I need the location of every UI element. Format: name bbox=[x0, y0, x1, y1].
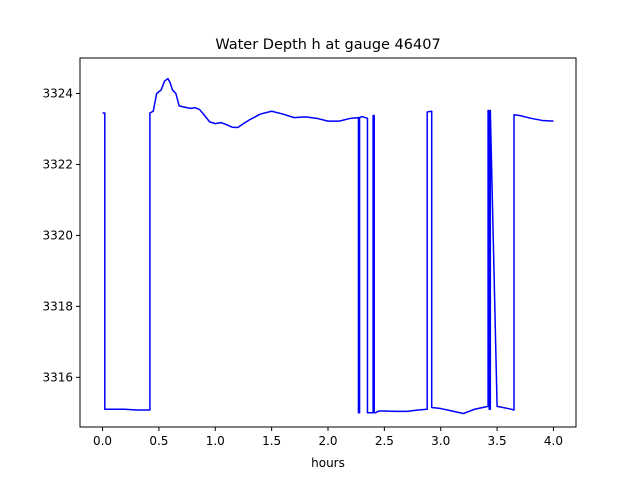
x-tick-label: 2.0 bbox=[318, 434, 337, 448]
x-tick-label: 0.0 bbox=[93, 434, 112, 448]
y-tick-label: 3324 bbox=[42, 86, 73, 100]
x-tick-label: 3.5 bbox=[488, 434, 507, 448]
x-tick-label: 1.0 bbox=[206, 434, 225, 448]
x-tick-label: 3.0 bbox=[431, 434, 450, 448]
y-tick-label: 3316 bbox=[42, 370, 73, 384]
y-tick-label: 3322 bbox=[42, 157, 73, 171]
x-tick-label: 2.5 bbox=[375, 434, 394, 448]
x-tick-label: 0.5 bbox=[149, 434, 168, 448]
x-tick-label: 4.0 bbox=[544, 434, 563, 448]
y-tick-label: 3320 bbox=[42, 228, 73, 242]
x-tick-label: 1.5 bbox=[262, 434, 281, 448]
x-axis-label: hours bbox=[311, 456, 345, 470]
series-line-1 bbox=[102, 77, 554, 415]
chart-title: Water Depth h at gauge 46407 bbox=[215, 37, 440, 53]
axes-frame bbox=[79, 57, 577, 428]
y-tick-label: 3318 bbox=[42, 299, 73, 313]
